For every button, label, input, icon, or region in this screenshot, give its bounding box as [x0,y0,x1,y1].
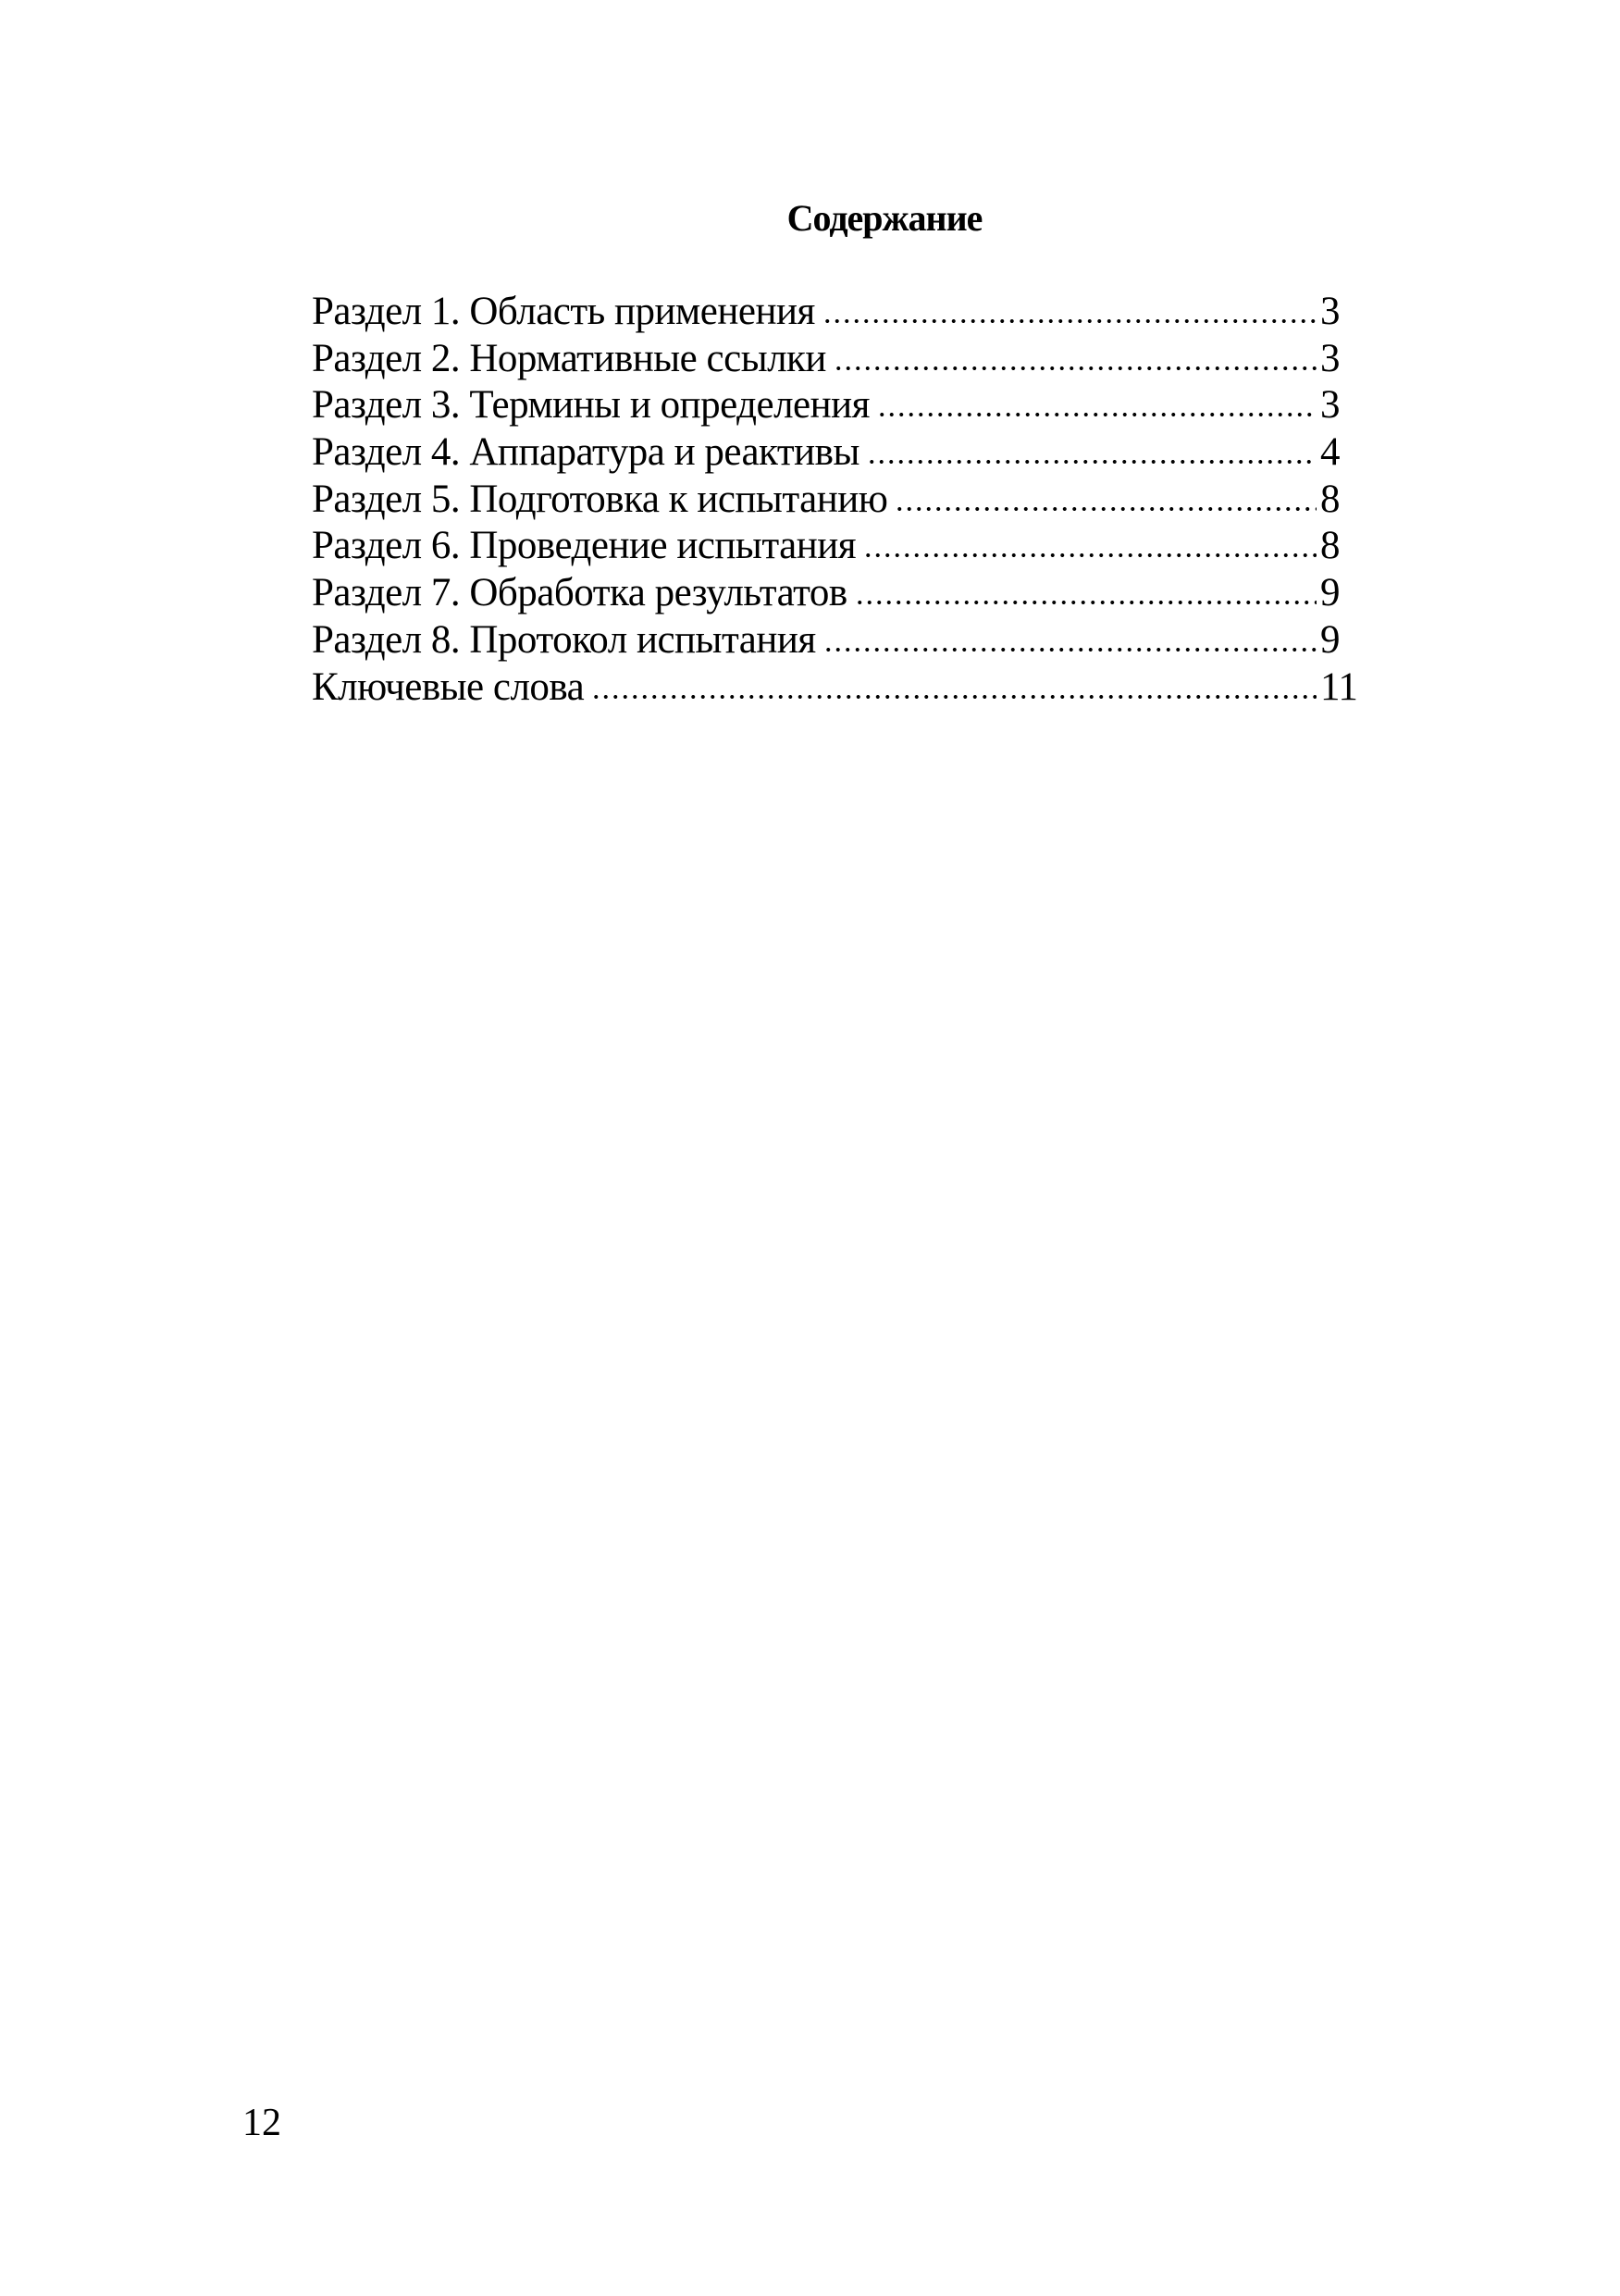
toc-entry[interactable]: Раздел 7. Обработка результатов 9 [312,570,1357,617]
toc-entry[interactable]: Раздел 2. Нормативные ссылки 3 [312,336,1357,383]
toc-entry-page: 11 [1320,664,1358,709]
toc-entry-page: 9 [1320,617,1341,662]
toc-entry-page: 8 [1320,524,1341,568]
toc-entry-label: Раздел 5. Подготовка к испытанию [312,477,888,521]
toc-entry[interactable]: Раздел 5. Подготовка к испытанию 8 [312,477,1357,524]
dot-leader [591,693,1317,700]
table-of-contents: Раздел 1. Область применения 3 Раздел 2. … [312,289,1358,712]
toc-entry-label: Раздел 6. Проведение испытания [312,524,857,568]
toc-entry[interactable]: Раздел 8. Протокол испытания 9 [312,617,1357,664]
page-title: Содержание [786,197,983,239]
toc-entry-page: 3 [1320,290,1341,333]
dot-leader [822,318,1317,324]
toc-entry-label: Раздел 1. Область применения [312,290,815,333]
toc-entry-page: 3 [1320,336,1341,380]
toc-entry[interactable]: Ключевые слова 11 [312,664,1358,712]
toc-entry[interactable]: Раздел 3. Термины и определения 3 [312,382,1357,429]
dot-leader [822,646,1317,652]
toc-entry-label: Раздел 2. Нормативные ссылки [312,336,826,380]
toc-entry[interactable]: Раздел 6. Проведение испытания 8 [312,523,1357,570]
dot-leader [833,365,1317,371]
toc-entry-page: 3 [1320,383,1341,428]
toc-entry[interactable]: Раздел 4. Аппаратура и реактивы 4 [312,429,1357,477]
toc-entry-label: Ключевые слова [312,664,585,709]
toc-entry[interactable]: Раздел 1. Область применения 3 [312,289,1357,336]
dot-leader [895,505,1317,512]
toc-entry-label: Раздел 8. Протокол испытания [312,617,816,662]
dot-leader [866,459,1317,465]
dot-leader [876,412,1317,418]
toc-entry-label: Раздел 4. Аппаратура и реактивы [312,430,859,475]
dot-leader [854,600,1317,606]
dot-leader [863,552,1317,559]
page-number: 12 [242,2102,281,2144]
toc-entry-page: 9 [1320,571,1341,615]
toc-entry-page: 4 [1320,430,1341,475]
toc-entry-label: Раздел 7. Обработка результатов [312,571,847,615]
toc-entry-page: 8 [1320,477,1341,521]
toc-entry-label: Раздел 3. Термины и определения [312,383,870,428]
